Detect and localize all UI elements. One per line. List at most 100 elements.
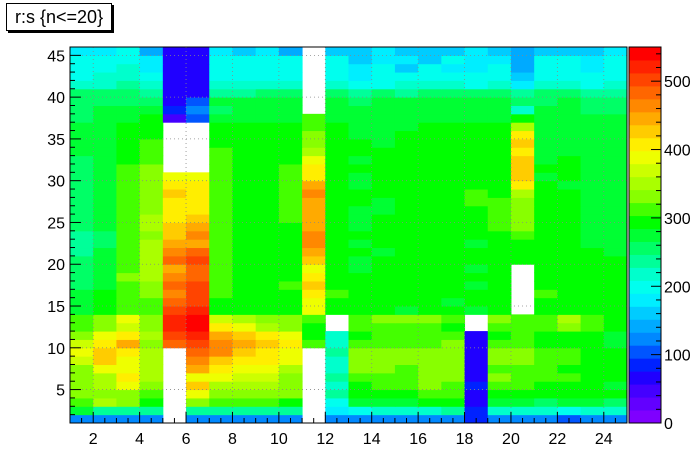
color-bar-segment xyxy=(629,215,661,230)
y-tick-label: 5 xyxy=(56,383,65,400)
heatmap-cell xyxy=(348,397,373,407)
heatmap-cell xyxy=(70,72,94,81)
heatmap-cell xyxy=(510,389,535,399)
heatmap-cell xyxy=(371,105,396,115)
heatmap-cell xyxy=(580,397,605,407)
heatmap-cell xyxy=(93,297,117,307)
heatmap-cell xyxy=(580,356,605,366)
heatmap-cell xyxy=(255,347,280,357)
heatmap-cell xyxy=(487,105,512,115)
heatmap-cell xyxy=(139,230,164,240)
heatmap-cell xyxy=(580,105,605,115)
heatmap-cell xyxy=(464,239,489,249)
heatmap-cell xyxy=(534,214,558,223)
heatmap-cell xyxy=(580,155,605,165)
heatmap-cell xyxy=(162,264,187,274)
heatmap-cell xyxy=(371,389,396,399)
heatmap-cell xyxy=(534,222,558,232)
heatmap-cell xyxy=(209,297,233,307)
heatmap-cell xyxy=(464,72,489,81)
heatmap-cell xyxy=(557,55,582,65)
heatmap-cell xyxy=(603,322,628,332)
heatmap-cell xyxy=(209,72,233,81)
heatmap-cell xyxy=(255,147,280,157)
heatmap-cell xyxy=(232,197,257,207)
heatmap-cell xyxy=(371,239,396,249)
heatmap-cell xyxy=(255,55,280,65)
heatmap-cell xyxy=(186,247,210,257)
heatmap-cell xyxy=(186,297,210,307)
heatmap-cell xyxy=(441,55,466,65)
heatmap-cell xyxy=(487,180,512,190)
heatmap-cell xyxy=(232,239,257,249)
heatmap-cell xyxy=(394,155,419,165)
color-bar-segment xyxy=(629,345,661,359)
heatmap-cell xyxy=(70,297,94,307)
heatmap-cell xyxy=(371,163,396,173)
heatmap-cell xyxy=(534,172,558,182)
heatmap-cell xyxy=(139,138,164,148)
heatmap-cell xyxy=(418,197,442,207)
heatmap-cell xyxy=(394,214,419,223)
heatmap-cell xyxy=(557,163,582,173)
heatmap-cell xyxy=(232,364,257,374)
heatmap-cell xyxy=(232,339,257,349)
heatmap-cell xyxy=(464,97,489,106)
heatmap-cell xyxy=(116,222,141,232)
heatmap-cell xyxy=(603,214,628,223)
heatmap-cell xyxy=(394,113,419,123)
heatmap-cell xyxy=(162,88,187,98)
heatmap-cell xyxy=(93,364,117,374)
heatmap-cell xyxy=(70,322,94,332)
heatmap-cell xyxy=(348,214,373,223)
heatmap-cell xyxy=(232,406,257,416)
heatmap-cell xyxy=(255,381,280,391)
heatmap-cell xyxy=(510,356,535,366)
heatmap-cell xyxy=(325,331,349,340)
heatmap-cell xyxy=(418,372,442,382)
heatmap-cell xyxy=(464,230,489,240)
heatmap-cell xyxy=(441,280,466,290)
heatmap-cell xyxy=(557,97,582,106)
heatmap-cell xyxy=(302,122,326,132)
heatmap-cell xyxy=(441,306,466,315)
heatmap-cell xyxy=(348,105,373,115)
heatmap-cell xyxy=(186,80,210,90)
heatmap-cell xyxy=(418,230,442,240)
heatmap-cell xyxy=(394,97,419,106)
heatmap-cell xyxy=(209,356,233,366)
heatmap-cell xyxy=(162,55,187,65)
heatmap-cell xyxy=(464,197,489,207)
heatmap-cell xyxy=(557,189,582,198)
heatmap-cell xyxy=(348,189,373,198)
color-bar-label: 300 xyxy=(664,211,691,228)
heatmap-cell xyxy=(394,122,419,132)
heatmap-cell xyxy=(580,130,605,140)
heatmap-cell xyxy=(116,356,141,366)
heatmap-cell xyxy=(232,280,257,290)
heatmap-cell xyxy=(348,347,373,357)
x-tick-label: 16 xyxy=(409,431,427,448)
heatmap-cell xyxy=(186,97,210,106)
heatmap-cell xyxy=(255,372,280,382)
heatmap-cell xyxy=(534,372,558,382)
heatmap-cell xyxy=(394,222,419,232)
heatmap-cell xyxy=(580,230,605,240)
heatmap-cell xyxy=(487,322,512,332)
heatmap-cell xyxy=(534,80,558,90)
heatmap-cell xyxy=(116,364,141,374)
heatmap-cell xyxy=(580,306,605,315)
heatmap-cell xyxy=(70,247,94,257)
heatmap-cell xyxy=(487,72,512,81)
heatmap-cell xyxy=(232,247,257,257)
heatmap-cell xyxy=(278,138,303,148)
heatmap-cell xyxy=(441,130,466,140)
heatmap-cell xyxy=(557,255,582,265)
heatmap-cell xyxy=(534,247,558,257)
heatmap-cell xyxy=(464,389,489,399)
heatmap-cell xyxy=(139,372,164,382)
heatmap-cell xyxy=(70,339,94,349)
heatmap-cell xyxy=(139,63,164,73)
heatmap-cell xyxy=(139,105,164,115)
